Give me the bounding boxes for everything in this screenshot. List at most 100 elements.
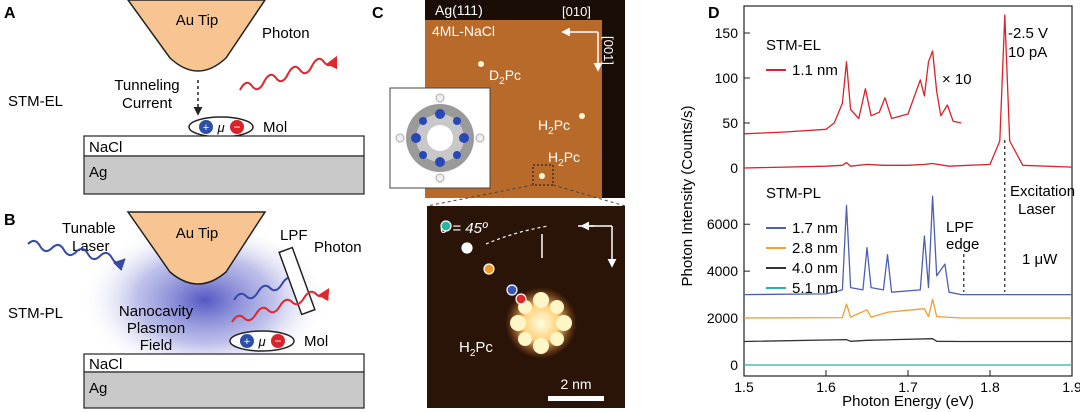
photon-wave (239, 55, 338, 91)
excitation-label-2: Laser (1018, 201, 1056, 218)
au-tip-label-b: Au Tip (176, 225, 219, 242)
d2pc-label: D2Pc (489, 67, 521, 87)
x-axis-label: Photon Energy (eV) (842, 393, 974, 410)
zoom-box (532, 164, 554, 186)
ag-label-b: Ag (89, 380, 107, 397)
h2pc-molecule-2 (539, 173, 545, 179)
upper-y-tick-label-3: 150 (715, 25, 739, 41)
nacl-layer (83, 135, 365, 157)
x-tick-label-4: 1.9 (1062, 379, 1080, 395)
dir-001-label: [001] (601, 36, 616, 65)
lpf-label: LPF (280, 227, 308, 244)
lower-y-tick-label-1: 2000 (707, 310, 738, 326)
ag-terrace (425, 0, 625, 20)
tip-position-dot-5 (515, 293, 527, 305)
mol-label: Mol (263, 119, 287, 136)
svg-text:−: − (233, 120, 240, 134)
theta-arc (485, 225, 549, 245)
x-tick-label-1: 1.6 (816, 379, 836, 395)
field-label: Field (140, 337, 173, 354)
upper-y-ticks: 0 50 100 150 (715, 25, 750, 176)
scale-bar (548, 396, 604, 401)
au-tip-label: Au Tip (176, 12, 219, 29)
current-setpoint-label: 10 pA (1008, 44, 1047, 61)
stm-el-label: STM-EL (8, 93, 63, 110)
stm-el-legend-title: STM-EL (766, 37, 821, 54)
lower-y-tick-label-2: 4000 (707, 263, 738, 279)
y-axis-label: Photon Intensity (Counts/s) (679, 106, 696, 287)
photon-wave-b (231, 287, 330, 323)
tunable-label: Tunable (62, 220, 116, 237)
lower-y-tick-label-0: 0 (730, 357, 738, 373)
x-tick-label-0: 1.5 (734, 379, 754, 395)
plasmon-label: Plasmon (127, 320, 185, 337)
x-axis-ticks: 1.5 1.6 1.7 1.8 1.9 (734, 370, 1080, 395)
positive-charge-icon-b (240, 334, 254, 348)
lpf-filter (278, 246, 316, 316)
au-tip-shape-b (126, 211, 267, 285)
molecule-lobes (510, 292, 572, 354)
panel-b: B Au Tip Tunable Laser LPF Photon STM-PL… (4, 211, 365, 409)
legend-label-pl-3: 5.1 nm (792, 280, 838, 297)
excitation-label-1: Excitation (1010, 183, 1075, 200)
positive-charge-icon (199, 120, 213, 134)
series-line-el-1-1nm (743, 14, 1073, 169)
zoom-line-right (552, 184, 626, 207)
legend-label-pl-2: 4.0 nm (792, 260, 838, 277)
times-ten-label: × 10 (942, 71, 972, 88)
series-layer (743, 14, 1073, 366)
h2pc-label-2: H2Pc (548, 149, 580, 169)
panel-d: D Photon Intensity (Counts/s) Photon Ene… (679, 5, 1080, 410)
nacl-label: NaCl (89, 139, 122, 156)
x-tick-label-2: 1.7 (898, 379, 918, 395)
tunneling-label: Tunneling (114, 77, 179, 94)
lpf-edge-label-2: edge (946, 236, 979, 253)
svg-text:−: − (274, 334, 281, 348)
laser-label: Laser (72, 238, 110, 255)
scattered-laser-wave (233, 276, 295, 301)
dir-010-label: [010] (562, 4, 591, 19)
negative-charge-icon-b (271, 334, 285, 348)
ag111-label: Ag(111) (435, 2, 483, 18)
panel-label-b: B (4, 212, 16, 229)
dipole-mu: μ (216, 120, 224, 135)
h2pc-label-1: H2Pc (538, 117, 570, 137)
laser-wave (27, 240, 126, 272)
ag-label: Ag (89, 164, 107, 181)
panel-c: C Ag(111) 4ML-NaCl [010] [001] D2Pc H2Pc… (372, 0, 626, 408)
photon-label-b: Photon (314, 239, 362, 256)
tip-position-dot-1 (440, 220, 452, 232)
mol-label-b: Mol (304, 333, 328, 350)
series-line-pl-1 (743, 298, 1072, 319)
legend-label-pl-0: 1.7 nm (792, 220, 838, 237)
legend-label-pl-1: 2.8 nm (792, 240, 838, 257)
lower-y-tick-label-3: 6000 (707, 216, 738, 232)
negative-charge-icon (230, 120, 244, 134)
lower-legend: 1.7 nm 2.8 nm 4.0 nm 5.1 nm (766, 220, 838, 297)
svg-text:+: + (244, 336, 250, 348)
d2pc-molecule (478, 61, 484, 67)
nacl-layer-b (83, 353, 365, 373)
legend-label-el: 1.1 nm (792, 62, 838, 79)
stm-pl-label: STM-PL (8, 305, 63, 322)
lpf-edge-label-1: LPF (946, 219, 974, 236)
current-label: Current (122, 95, 173, 112)
upper-y-tick-label-0: 0 (730, 160, 738, 176)
panel-label-c: C (372, 5, 384, 22)
tip-position-dots (440, 220, 527, 305)
tip-position-dot-4 (506, 284, 518, 296)
series-line-pl-2 (743, 338, 1072, 343)
theta-label: θ = 45º (440, 220, 489, 237)
tip-position-dot-3 (483, 263, 495, 275)
lower-y-ticks: 0 2000 4000 6000 (707, 216, 750, 373)
upper-y-tick-label-2: 100 (715, 70, 739, 86)
photon-label: Photon (262, 25, 310, 42)
nacl-label-b: NaCl (89, 356, 122, 373)
nacl-4ml-label: 4ML-NaCl (432, 23, 495, 39)
upper-y-tick-label-1: 50 (722, 115, 738, 131)
tip-position-dot-2 (461, 242, 473, 254)
nanocavity-label: Nanocavity (119, 303, 194, 320)
ag-layer (83, 155, 365, 195)
panel-label-d: D (708, 5, 720, 22)
